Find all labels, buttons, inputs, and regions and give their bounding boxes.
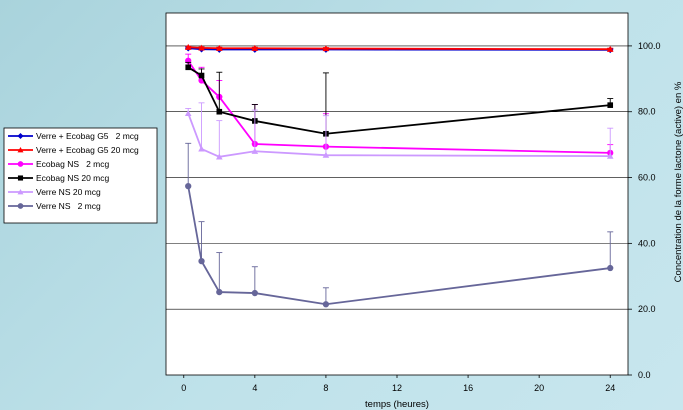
data-point [17,175,24,181]
y-axis-ticks: 0.0 20.0 40.0 60.0 80.0 100.0 [628,41,661,380]
data-point [216,153,223,160]
data-point [322,301,330,308]
data-point [251,289,258,297]
data-point [185,64,192,71]
data-point [606,45,614,52]
legend-box [3,127,158,224]
legend-label: Verre + Ecobag G5 20 mcg [36,145,139,155]
x-axis-ticks: 0 4 8 12 16 20 24 [181,375,615,393]
legend: Verre + Ecobag G5 2 mcg Verre + Ecobag G5… [3,127,158,224]
data-point [216,44,223,51]
data-point [184,110,192,117]
data-point [607,102,614,108]
legend-label: Verre NS 2 mcg [36,201,101,211]
y-tick-label: 80.0 [638,107,656,117]
x-axis-title: temps (heures) [365,399,429,410]
x-tick-label: 0 [181,383,186,393]
y-tick-label: 40.0 [638,238,656,248]
y-tick-label: 0.0 [638,370,651,380]
data-point [198,72,205,79]
data-point [322,151,330,158]
data-point [216,288,223,296]
y-tick-label: 20.0 [638,304,656,314]
x-tick-label: 20 [534,383,544,393]
data-point [184,43,192,50]
x-tick-label: 12 [392,383,402,393]
x-tick-label: 8 [323,383,328,393]
data-point [322,45,330,52]
legend-label: Verre + Ecobag G5 2 mcg [36,131,139,141]
data-point [17,203,24,209]
data-point [198,44,205,51]
data-point [198,257,205,265]
legend-label: Verre NS 20 mcg [36,187,101,197]
series [184,43,614,308]
data-point [17,133,24,139]
x-tick-label: 16 [463,383,473,393]
series-line [188,46,611,51]
legend-label: Ecobag NS 2 mcg [36,159,110,169]
data-point [607,264,614,272]
series-verre-ecobag-g5-20-mcg [184,43,614,52]
series-verre-ns-20-mcg [184,102,614,160]
legend-label: Ecobag NS 20 mcg [36,173,110,183]
data-point [17,161,24,167]
series-line [187,113,611,158]
data-point [216,108,223,115]
data-point [185,182,192,190]
y-tick-label: 60.0 [638,173,656,183]
series-verre-ns-2-mcg [185,142,614,308]
data-point [606,152,614,159]
data-point [17,147,24,153]
series-line [187,185,611,306]
data-point [198,145,205,152]
data-point [251,147,259,154]
plot-area [165,12,629,376]
y-tick-label: 100.0 [638,41,661,51]
y-axis-title: Concentration de la forme lactone (activ… [673,81,683,282]
x-tick-label: 24 [605,383,615,393]
data-point [251,44,259,51]
x-tick-label: 4 [252,383,257,393]
data-point [17,189,24,195]
